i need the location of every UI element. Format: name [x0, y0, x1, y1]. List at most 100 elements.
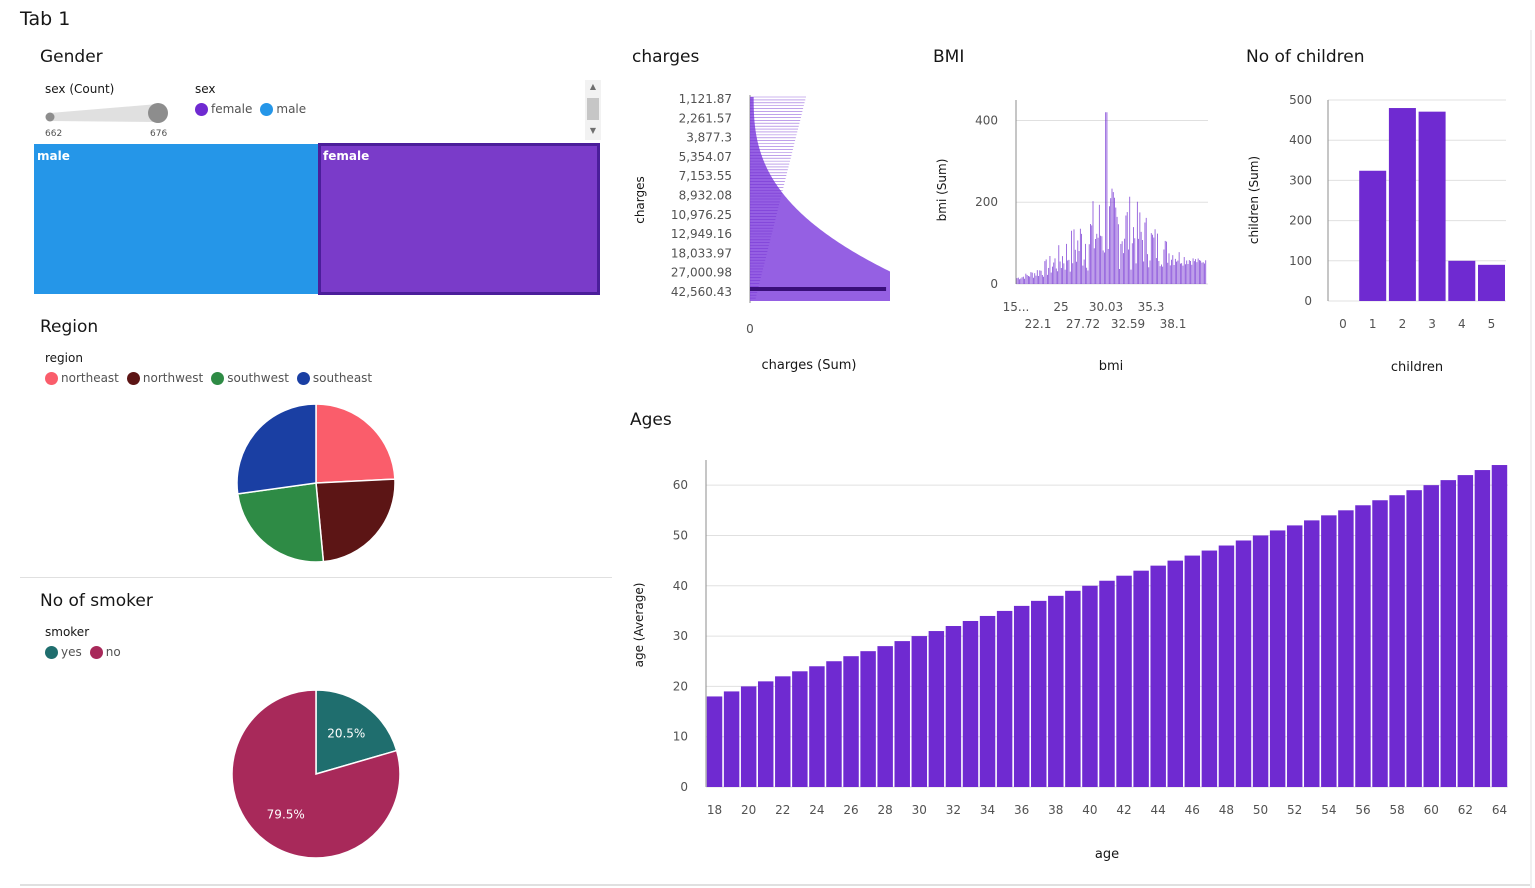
ages-bar[interactable]	[792, 671, 808, 787]
charges-y-tick: 2,261.57	[679, 111, 732, 125]
ages-bar[interactable]	[1150, 565, 1166, 787]
children-x-tick: 2	[1399, 317, 1407, 331]
ages-bar[interactable]	[1252, 535, 1269, 787]
ages-bar[interactable]	[1116, 575, 1132, 787]
charges-bar-highlight[interactable]	[750, 287, 887, 291]
ages-bar[interactable]	[1286, 525, 1303, 787]
ages-bar[interactable]	[996, 610, 1013, 787]
children-x-tick: 5	[1488, 317, 1496, 331]
tab-title[interactable]: Tab 1	[20, 8, 71, 30]
children-bar[interactable]	[1359, 170, 1387, 301]
ages-bar[interactable]	[860, 651, 876, 787]
ages-x-tick: 28	[878, 803, 893, 817]
legend-item-southwest[interactable]: southwest	[211, 371, 289, 385]
bmi-x-tick: 27.72	[1066, 317, 1100, 331]
ages-bar[interactable]	[1423, 485, 1439, 787]
ages-bar[interactable]	[894, 641, 910, 787]
ages-bar[interactable]	[757, 681, 774, 787]
ages-bar[interactable]	[1321, 515, 1337, 787]
ages-bar[interactable]	[1269, 530, 1286, 787]
ages-bar[interactable]	[1167, 560, 1183, 787]
legend-item-yes[interactable]: yes	[45, 645, 82, 659]
children-bar[interactable]	[1388, 108, 1416, 301]
ages-bar[interactable]	[945, 626, 962, 787]
ages-bar[interactable]	[1440, 480, 1457, 787]
children-bar[interactable]	[1448, 260, 1476, 301]
charges-y-tick: 12,949.16	[671, 227, 732, 241]
ages-bar[interactable]	[1304, 520, 1320, 787]
pie-slice-southeast[interactable]	[236, 403, 317, 495]
ages-bar[interactable]	[809, 666, 825, 787]
charges-chart: 1,121.87 2,261.57 3,877.3 5,354.07 7,153.55 8…	[633, 92, 890, 373]
ages-bar[interactable]	[826, 661, 842, 787]
legend-item-southeast[interactable]: southeast	[296, 371, 372, 385]
pie-slice-northwest[interactable]	[315, 478, 396, 563]
bmi-x-label: bmi	[1099, 359, 1124, 374]
charges-y-tick: 42,560.43	[671, 285, 732, 299]
children-y-label: children (Sum)	[1247, 156, 1261, 244]
ages-bar[interactable]	[740, 686, 757, 787]
pie-slice-no[interactable]	[231, 689, 401, 859]
charges-bars[interactable]	[750, 97, 890, 301]
bmi-chart: 0 200 400 15... 25 30.03 35.3 22.1 27.72 32.59 38.…	[935, 100, 1208, 374]
children-bar[interactable]	[1478, 264, 1505, 301]
ages-bar[interactable]	[877, 646, 893, 787]
ages-bar[interactable]	[1218, 545, 1235, 787]
children-chart: 0 100 200 300 400 500 0 1 2 3 4 5 children children (…	[1247, 93, 1506, 375]
ages-bar[interactable]	[1474, 470, 1491, 787]
ages-bar[interactable]	[1338, 510, 1354, 787]
ages-x-tick: 36	[1014, 803, 1029, 817]
ages-bar[interactable]	[1099, 580, 1115, 787]
pie-slice-northeast[interactable]	[315, 403, 396, 484]
tile-female[interactable]	[318, 143, 600, 295]
bmi-x-tick: 32.59	[1111, 317, 1145, 331]
legend-item-northeast[interactable]: northeast	[45, 371, 119, 385]
gender-size-legend-title: sex (Count)	[45, 82, 115, 96]
size-max-dot	[148, 103, 168, 123]
ages-bar[interactable]	[911, 636, 928, 787]
scroll-thumb[interactable]	[587, 98, 599, 120]
ages-bar[interactable]	[1406, 490, 1422, 787]
ages-bar[interactable]	[1184, 555, 1201, 787]
ages-bar[interactable]	[1031, 600, 1047, 787]
ages-x-tick: 38	[1048, 803, 1063, 817]
ages-bar[interactable]	[1082, 585, 1098, 787]
ages-bar[interactable]	[1235, 540, 1252, 787]
ages-bar[interactable]	[706, 696, 723, 787]
ages-bar[interactable]	[1355, 505, 1371, 787]
scroll-up-icon[interactable]: ▲	[589, 82, 597, 91]
tile-male[interactable]	[34, 144, 318, 294]
scroll-down-icon[interactable]: ▼	[589, 126, 597, 135]
ages-bar[interactable]	[1372, 500, 1388, 787]
ages-x-tick: 50	[1253, 803, 1268, 817]
ages-bar[interactable]	[979, 615, 996, 787]
ages-bar[interactable]	[843, 656, 859, 787]
ages-bar[interactable]	[775, 676, 791, 787]
legend-label-male: male	[276, 102, 307, 116]
ages-bar[interactable]	[1065, 590, 1081, 787]
ages-bar[interactable]	[1133, 570, 1149, 787]
charges-y-tick: 27,000.98	[671, 266, 732, 280]
pie-slice-yes[interactable]	[315, 689, 398, 775]
legend-item-female[interactable]: female	[195, 102, 252, 116]
ages-x-tick: 22	[775, 803, 790, 817]
ages-bar[interactable]	[723, 691, 740, 787]
yes-dot	[45, 645, 58, 659]
legend-label-northeast: northeast	[61, 371, 119, 385]
legend-item-no[interactable]: no	[89, 645, 121, 659]
ages-bar[interactable]	[1201, 550, 1218, 787]
ages-bar[interactable]	[1013, 605, 1030, 787]
children-bar[interactable]	[1418, 111, 1446, 301]
ages-bar[interactable]	[1491, 465, 1508, 787]
legend-item-northwest[interactable]: northwest	[126, 371, 203, 385]
region-pie-chart	[236, 403, 396, 563]
legend-scrollbar[interactable]: ▲ ▼	[585, 80, 601, 140]
ages-bar[interactable]	[1389, 495, 1405, 787]
legend-item-male[interactable]: male	[260, 102, 306, 116]
ages-bar[interactable]	[1457, 475, 1474, 787]
ages-bar[interactable]	[962, 620, 979, 787]
ages-bar[interactable]	[928, 631, 945, 787]
pie-slice-southwest[interactable]	[236, 482, 325, 563]
ages-x-label: age	[1095, 847, 1119, 862]
ages-bar[interactable]	[1048, 595, 1064, 787]
